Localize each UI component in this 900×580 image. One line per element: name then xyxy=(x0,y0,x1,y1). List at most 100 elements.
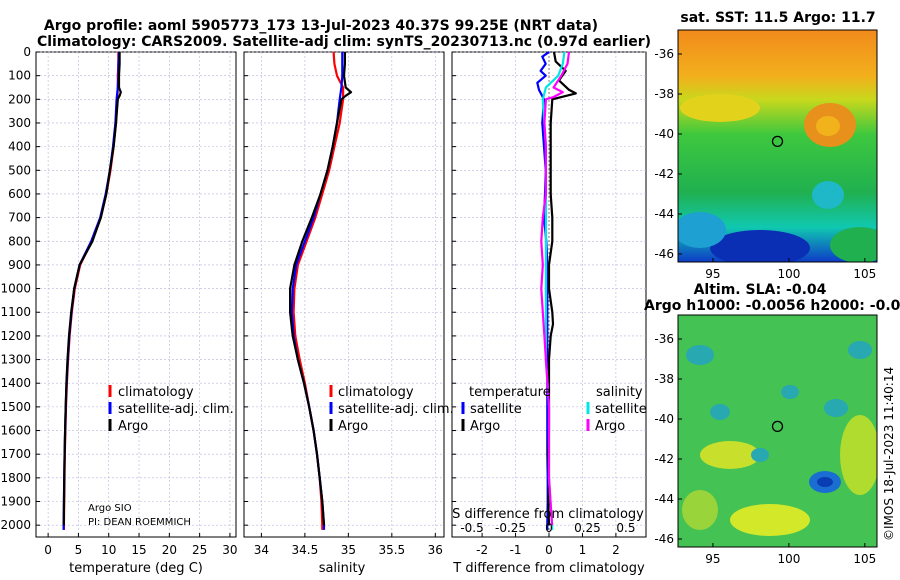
depth-tick-label: 500 xyxy=(8,163,31,177)
legend-label-s-argo: Argo xyxy=(595,419,625,434)
legend-label-t-satellite: satellite xyxy=(470,402,522,417)
sst-cold-patch-2 xyxy=(678,212,726,248)
map-y-tick-label: -44 xyxy=(654,207,674,221)
map-y-tick-label: -38 xyxy=(654,372,674,386)
depth-tick-label: 600 xyxy=(8,187,31,201)
series-line xyxy=(289,52,353,526)
legend-label-satellite: satellite-adj. clim. xyxy=(338,402,454,417)
map-y-tick-label: -42 xyxy=(654,167,674,181)
salinity-panel xyxy=(243,51,445,538)
x-tick-label: 10 xyxy=(101,543,116,557)
map-x-tick-label: 95 xyxy=(705,267,720,281)
sst-cold-patch xyxy=(710,230,810,262)
legend-label-climatology: climatology xyxy=(118,385,194,400)
sla-anomaly xyxy=(710,404,730,420)
depth-tick-label: 900 xyxy=(8,258,31,272)
depth-tick-label: 1200 xyxy=(0,329,31,343)
legend-label-climatology: climatology xyxy=(338,385,414,400)
depth-tick-label: 1700 xyxy=(0,447,31,461)
map-y-tick-label: -46 xyxy=(654,247,674,261)
depth-tick-label: 1900 xyxy=(0,495,31,509)
sla-anomaly xyxy=(781,385,799,399)
sla-anomaly xyxy=(700,441,760,469)
x-tick-label: 34.5 xyxy=(292,543,319,557)
x-tick-label: 36 xyxy=(428,543,443,557)
x-tick-label: 20 xyxy=(162,543,177,557)
depth-tick-label: 800 xyxy=(8,234,31,248)
depth-tick-label: 100 xyxy=(8,69,31,83)
x-tick-label: 25 xyxy=(192,543,207,557)
x-tick-label: 0 xyxy=(44,543,52,557)
legend-label-satellite: satellite-adj. clim. xyxy=(118,402,234,417)
depth-tick-label: 1600 xyxy=(0,424,31,438)
map-y-tick-label: -46 xyxy=(654,532,674,546)
sla-argo-position-marker xyxy=(771,420,784,433)
sst-argo-position-marker xyxy=(771,135,784,148)
sst-warm-blob xyxy=(680,94,760,122)
x-tick-label: 1 xyxy=(579,543,587,557)
depth-tick-label: 1000 xyxy=(0,282,31,296)
map-y-tick-label: -36 xyxy=(654,47,674,61)
sla-anomaly xyxy=(751,448,769,462)
map-x-tick-label: 100 xyxy=(777,267,800,281)
series-line xyxy=(62,52,122,526)
legend-label-argo: Argo xyxy=(118,419,148,434)
salinity-x-label: salinity xyxy=(319,561,366,576)
depth-tick-label: 2000 xyxy=(0,518,31,532)
map-y-tick-label: -44 xyxy=(654,492,674,506)
x-tick-label: 15 xyxy=(131,543,146,557)
credit-pi: PI: DEAN ROEMMICH xyxy=(88,517,191,528)
sla-anomaly xyxy=(840,415,877,495)
sst-cool-patch xyxy=(812,181,844,209)
x-tick-label: 30 xyxy=(222,543,237,557)
map-y-tick-label: -36 xyxy=(654,332,674,346)
credit-institution: Argo SIO xyxy=(88,503,132,514)
map-x-tick-label: 105 xyxy=(853,552,876,566)
difference-x-label: T difference from climatology xyxy=(452,561,645,576)
map-x-tick-label: 95 xyxy=(705,552,720,566)
sst-warm-eddy-core xyxy=(816,116,840,136)
depth-tick-label: 400 xyxy=(8,140,31,154)
depth-tick-label: 1800 xyxy=(0,471,31,485)
sla-anomaly xyxy=(682,490,718,530)
sla-map-frame xyxy=(677,314,878,548)
sst-map xyxy=(678,30,877,262)
legend-title-temperature: temperature xyxy=(469,385,551,400)
legend-label-t-argo: Argo xyxy=(470,419,500,434)
sst-map-frame xyxy=(677,29,878,263)
x-tick-label: 5 xyxy=(75,543,83,557)
series-line xyxy=(540,51,571,526)
map-x-tick-label: 100 xyxy=(777,552,800,566)
salinity-legend: climatology satellite-adj. clim. Argo xyxy=(329,385,454,434)
x2-tick-label: -0.5 xyxy=(460,521,483,535)
depth-tick-label: 300 xyxy=(8,116,31,130)
depth-tick-label: 700 xyxy=(8,211,31,225)
main-title-line1: Argo profile: aoml 5905773_173 13-Jul-20… xyxy=(44,18,598,34)
x2-tick-label: 0.5 xyxy=(616,521,635,535)
legend-title-salinity: salinity xyxy=(596,385,643,400)
sla-anomaly xyxy=(848,341,872,359)
main-title-line2: Climatology: CARS2009. Satellite-adj cli… xyxy=(37,34,651,50)
depth-tick-label: 1500 xyxy=(0,400,31,414)
sla-map xyxy=(678,315,877,547)
x-tick-label: 34 xyxy=(254,543,269,557)
x-tick-label: 0 xyxy=(545,543,553,557)
map-y-tick-label: -42 xyxy=(654,452,674,466)
temperature-panel xyxy=(35,51,237,538)
sla-map-subtitle: Argo h1000: -0.0056 h2000: -0.001 xyxy=(644,298,900,314)
sla-map-title: Altim. SLA: -0.04 xyxy=(694,282,827,298)
temperature-x-label: temperature (deg C) xyxy=(69,561,203,576)
x-tick-label: 35.5 xyxy=(378,543,405,557)
x-tick-label: 35 xyxy=(341,543,356,557)
x-tick-label: 2 xyxy=(612,543,620,557)
sst-green-patch xyxy=(830,227,877,262)
sst-map-title: sat. SST: 11.5 Argo: 11.7 xyxy=(680,10,875,26)
legend-label-argo: Argo xyxy=(338,419,368,434)
temperature-legend: climatology satellite-adj. clim. Argo xyxy=(108,385,234,434)
map-x-tick-label: 105 xyxy=(853,267,876,281)
x-tick-label: -2 xyxy=(476,543,488,557)
x2-tick-label: 0 xyxy=(545,521,553,535)
x2-tick-label: -0.25 xyxy=(495,521,526,535)
depth-tick-label: 0 xyxy=(23,45,31,59)
